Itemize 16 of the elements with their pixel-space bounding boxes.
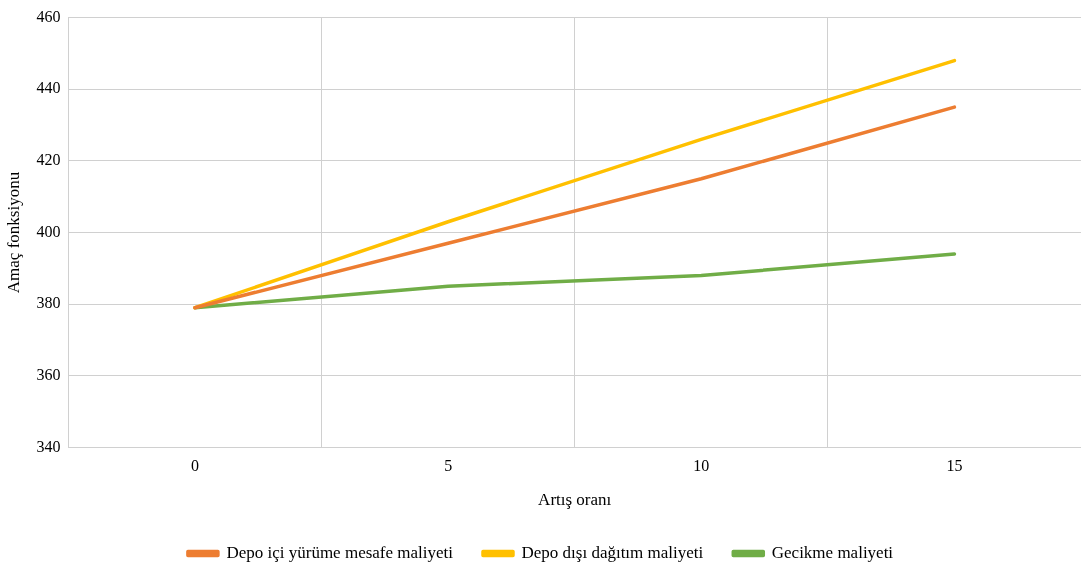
y-tick-label: 340: [36, 437, 61, 455]
legend-label: Depo dışı dağıtım maliyeti: [521, 542, 704, 562]
legend-label: Gecikme maliyeti: [771, 542, 894, 562]
x-tick-label: 5: [444, 457, 453, 475]
y-tick-label: 360: [36, 365, 61, 383]
y-tick-label: 400: [36, 222, 61, 240]
x-tick-label: 10: [693, 457, 710, 475]
legend-label: Depo içi yürüme mesafe maliyeti: [226, 542, 454, 562]
x-tick-label: 0: [190, 457, 199, 475]
y-tick-label: 440: [36, 79, 61, 97]
y-tick-label: 420: [36, 151, 61, 169]
y-axis-title: Amaç fonksiyonu: [3, 171, 23, 294]
y-tick-label: 380: [36, 294, 61, 312]
x-axis-title: Artış oranı: [538, 490, 612, 510]
y-tick-label: 460: [36, 7, 61, 25]
x-tick-label: 15: [946, 457, 963, 475]
